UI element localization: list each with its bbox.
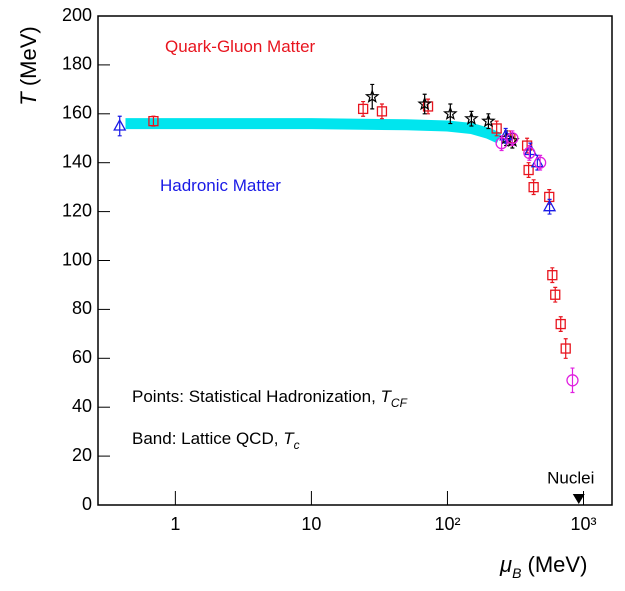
x-tick-label: 1 <box>170 514 180 534</box>
annotation-text: Points: Statistical Hadronization, <box>132 387 381 406</box>
lattice-band <box>125 118 502 144</box>
x-tick-label: 10 <box>301 514 321 534</box>
y-axis-label: T (MeV) <box>16 26 41 105</box>
square-marker <box>555 318 566 330</box>
y-tick-label: 180 <box>62 54 92 74</box>
y-tick-label: 140 <box>62 151 92 171</box>
y-tick-label: 0 <box>82 494 92 514</box>
star-marker <box>464 110 479 125</box>
star-marker <box>364 88 380 103</box>
square-marker <box>560 343 571 354</box>
square-marker <box>528 181 539 193</box>
square-marker <box>547 270 558 281</box>
y-tick-label: 100 <box>62 249 92 269</box>
square-marker <box>491 123 502 134</box>
x-label-unit: (MeV) <box>521 552 587 577</box>
annotation-sub: c <box>294 438 300 452</box>
y-label-symbol: T <box>16 91 41 106</box>
x-tick-label: 10³ <box>570 514 596 534</box>
square-marker <box>523 164 534 176</box>
annotation-text: Hadronic Matter <box>160 176 281 195</box>
y-tick-label: 80 <box>72 298 92 318</box>
star-marker <box>442 106 458 121</box>
annotation-symbol: T <box>283 429 295 448</box>
y-tick-label: 200 <box>62 5 92 25</box>
annotation: Points: Statistical Hadronization, TCF <box>132 387 408 410</box>
annotation: Quark-Gluon Matter <box>165 37 316 56</box>
square-marker <box>357 103 369 115</box>
y-label-unit: (MeV) <box>16 26 41 92</box>
circle-marker <box>523 146 536 160</box>
x-tick-label: 10² <box>434 514 460 534</box>
circle-marker <box>495 136 508 150</box>
annotation-sub: CF <box>391 396 408 410</box>
circle-marker <box>533 156 547 169</box>
square-marker <box>376 106 388 117</box>
star-marker <box>481 113 496 128</box>
x-label-sub: B <box>512 565 521 581</box>
error-bar <box>370 83 375 110</box>
y-tick-label: 40 <box>72 396 92 416</box>
y-tick-label: 160 <box>62 103 92 123</box>
annotation: Nuclei <box>547 468 594 487</box>
x-axis-label: μB (MeV) <box>499 552 587 581</box>
square-marker <box>148 115 159 127</box>
y-tick-label: 120 <box>62 200 92 220</box>
annotation-marker <box>572 494 585 504</box>
triangle-marker <box>542 199 557 212</box>
y-tick-label: 20 <box>72 445 92 465</box>
x-label-symbol: μ <box>499 552 512 577</box>
circle-marker <box>566 374 579 387</box>
error-bar <box>563 338 568 359</box>
annotation-text: Band: Lattice QCD, <box>132 429 283 448</box>
annotation-text: Quark-Gluon Matter <box>165 37 316 56</box>
square-marker <box>550 289 561 300</box>
annotation-symbol: T <box>381 387 393 406</box>
y-tick-label: 60 <box>72 347 92 367</box>
triangle-marker <box>113 118 127 131</box>
circle-marker <box>506 132 519 145</box>
star-marker <box>417 96 433 111</box>
annotation: Band: Lattice QCD, Tc <box>132 429 300 452</box>
error-bar <box>570 367 575 394</box>
annotation: Hadronic Matter <box>160 176 281 195</box>
